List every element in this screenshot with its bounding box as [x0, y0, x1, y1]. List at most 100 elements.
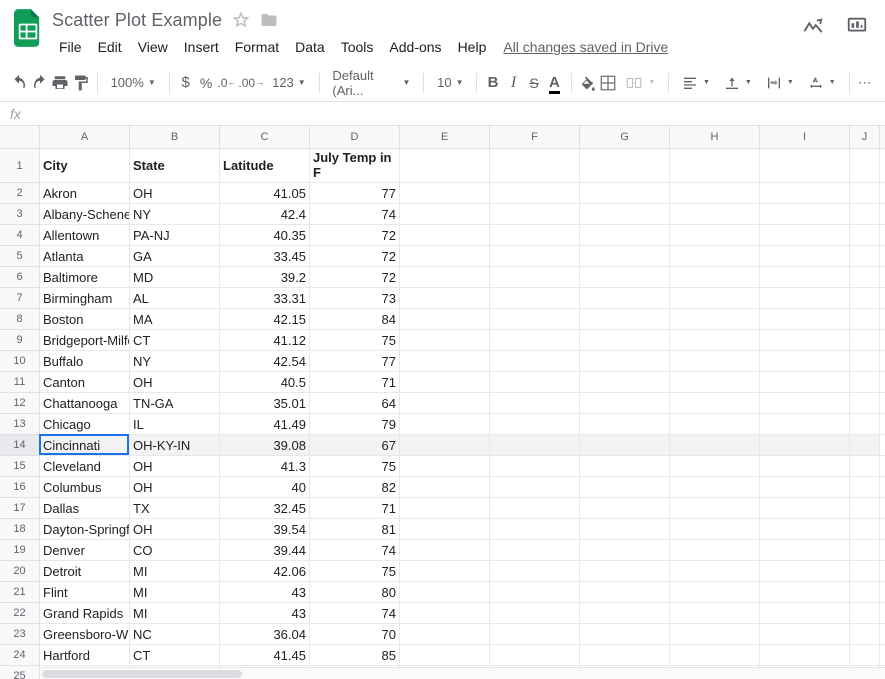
cell-11-J[interactable] [850, 372, 880, 392]
col-header-A[interactable]: A [40, 126, 130, 148]
cell-16-J[interactable] [850, 477, 880, 497]
cell-5-D[interactable]: 72 [310, 246, 400, 266]
col-header-H[interactable]: H [670, 126, 760, 148]
cell-10-I[interactable] [760, 351, 850, 371]
row-header-12[interactable]: 12 [0, 393, 39, 414]
cell-13-A[interactable]: Chicago [40, 414, 130, 434]
cell-2-D[interactable]: 77 [310, 183, 400, 203]
cell-22-A[interactable]: Grand Rapids [40, 603, 130, 623]
cell-8-G[interactable] [580, 309, 670, 329]
cell-21-A[interactable]: Flint [40, 582, 130, 602]
header-cell-J[interactable] [850, 149, 880, 182]
cell-21-B[interactable]: MI [130, 582, 220, 602]
cell-20-J[interactable] [850, 561, 880, 581]
cell-18-E[interactable] [400, 519, 490, 539]
row-header-10[interactable]: 10 [0, 351, 39, 372]
cell-23-H[interactable] [670, 624, 760, 644]
cell-11-F[interactable] [490, 372, 580, 392]
header-cell-D[interactable]: July Temp in F [310, 149, 400, 182]
menu-tools[interactable]: Tools [334, 36, 381, 58]
cell-2-E[interactable] [400, 183, 490, 203]
sheets-logo[interactable] [8, 8, 48, 48]
cell-5-F[interactable] [490, 246, 580, 266]
cell-11-B[interactable]: OH [130, 372, 220, 392]
row-header-14[interactable]: 14 [0, 435, 39, 456]
cell-20-F[interactable] [490, 561, 580, 581]
cell-18-H[interactable] [670, 519, 760, 539]
cell-19-G[interactable] [580, 540, 670, 560]
cell-12-E[interactable] [400, 393, 490, 413]
cell-11-C[interactable]: 40.5 [220, 372, 310, 392]
row-header-15[interactable]: 15 [0, 456, 39, 477]
cell-23-B[interactable]: NC [130, 624, 220, 644]
cell-15-E[interactable] [400, 456, 490, 476]
cell-8-F[interactable] [490, 309, 580, 329]
cell-9-B[interactable]: CT [130, 330, 220, 350]
cell-12-G[interactable] [580, 393, 670, 413]
cell-16-F[interactable] [490, 477, 580, 497]
borders-button[interactable] [599, 70, 617, 96]
col-header-C[interactable]: C [220, 126, 310, 148]
cell-19-I[interactable] [760, 540, 850, 560]
cell-12-C[interactable]: 35.01 [220, 393, 310, 413]
row-header-5[interactable]: 5 [0, 246, 39, 267]
cell-8-E[interactable] [400, 309, 490, 329]
cell-15-J[interactable] [850, 456, 880, 476]
cell-4-F[interactable] [490, 225, 580, 245]
italic-button[interactable]: I [504, 70, 522, 96]
cell-2-F[interactable] [490, 183, 580, 203]
cell-17-A[interactable]: Dallas [40, 498, 130, 518]
cell-9-E[interactable] [400, 330, 490, 350]
row-header-7[interactable]: 7 [0, 288, 39, 309]
cell-11-H[interactable] [670, 372, 760, 392]
row-header-17[interactable]: 17 [0, 498, 39, 519]
menu-edit[interactable]: Edit [91, 36, 129, 58]
cell-18-D[interactable]: 81 [310, 519, 400, 539]
redo-button[interactable] [30, 70, 48, 96]
menu-help[interactable]: Help [451, 36, 494, 58]
cell-17-F[interactable] [490, 498, 580, 518]
cell-10-J[interactable] [850, 351, 880, 371]
cell-12-F[interactable] [490, 393, 580, 413]
text-color-button[interactable]: A [545, 70, 563, 96]
row-header-1[interactable]: 1 [0, 149, 39, 183]
cell-9-I[interactable] [760, 330, 850, 350]
cell-16-H[interactable] [670, 477, 760, 497]
cell-3-I[interactable] [760, 204, 850, 224]
row-header-24[interactable]: 24 [0, 645, 39, 666]
cell-2-H[interactable] [670, 183, 760, 203]
cell-22-D[interactable]: 74 [310, 603, 400, 623]
cell-14-E[interactable] [400, 435, 490, 455]
document-title[interactable]: Scatter Plot Example [52, 10, 222, 31]
cell-9-C[interactable]: 41.12 [220, 330, 310, 350]
cell-5-I[interactable] [760, 246, 850, 266]
saved-status[interactable]: All changes saved in Drive [503, 36, 668, 58]
cell-9-F[interactable] [490, 330, 580, 350]
bold-button[interactable]: B [484, 70, 502, 96]
cell-24-G[interactable] [580, 645, 670, 665]
col-header-F[interactable]: F [490, 126, 580, 148]
cell-9-A[interactable]: Bridgeport-Milford [40, 330, 130, 350]
cell-21-H[interactable] [670, 582, 760, 602]
cell-7-I[interactable] [760, 288, 850, 308]
row-header-21[interactable]: 21 [0, 582, 39, 603]
cell-4-H[interactable] [670, 225, 760, 245]
cell-7-J[interactable] [850, 288, 880, 308]
row-header-19[interactable]: 19 [0, 540, 39, 561]
cell-11-E[interactable] [400, 372, 490, 392]
cell-18-B[interactable]: OH [130, 519, 220, 539]
header-cell-A[interactable]: City [40, 149, 130, 182]
cell-13-E[interactable] [400, 414, 490, 434]
merge-cells-dropdown[interactable]: ▼ [619, 70, 661, 96]
font-dropdown[interactable]: Default (Ari...▼ [326, 70, 416, 96]
cell-13-C[interactable]: 41.49 [220, 414, 310, 434]
menu-format[interactable]: Format [228, 36, 286, 58]
cell-10-G[interactable] [580, 351, 670, 371]
header-cell-G[interactable] [580, 149, 670, 182]
cell-3-G[interactable] [580, 204, 670, 224]
cell-22-C[interactable]: 43 [220, 603, 310, 623]
cell-23-F[interactable] [490, 624, 580, 644]
cell-20-G[interactable] [580, 561, 670, 581]
scrollbar-thumb[interactable] [42, 670, 242, 678]
cell-4-G[interactable] [580, 225, 670, 245]
